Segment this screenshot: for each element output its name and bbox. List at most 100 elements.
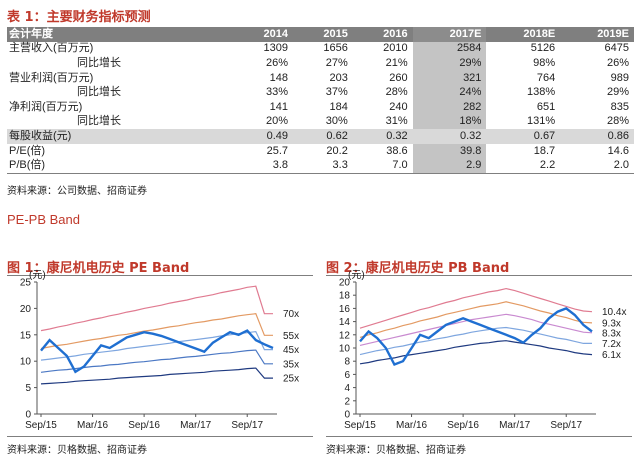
table-cell: 148 [269, 71, 288, 84]
y-tick-label: 8 [344, 357, 350, 368]
table-cell: 2.0 [560, 158, 634, 174]
table-cell: 321 [412, 70, 487, 86]
y-tick-label: 4 [344, 383, 350, 394]
x-tick-label: Sep/17 [231, 420, 263, 430]
y-tick-label: 6 [344, 370, 350, 381]
pb-chart-title: 图 2：康尼机电历史 PB Band [326, 261, 510, 276]
table-cell: 5126 [530, 42, 556, 55]
table-cell: 18% [412, 114, 487, 130]
table-cell: 0.32 [412, 129, 487, 144]
table-row: P/E(倍) 25.7 20.2 38.6 39.8 18.7 14.6 [7, 143, 634, 159]
table-cell: 0.67 [486, 129, 561, 144]
x-tick-label: Sep/17 [550, 420, 582, 430]
row-label: 同比增长 [77, 56, 121, 69]
pe-chart-source: 资料来源：贝格数据、招商证券 [7, 445, 147, 456]
band-label: 45x [283, 345, 299, 356]
table-cell: 141 [269, 100, 288, 113]
pe-chart-bottom-rule [7, 436, 313, 437]
row-label: 净利润(百万元) [9, 100, 83, 113]
table-cell: 282 [412, 99, 487, 115]
band-line [359, 287, 593, 329]
pe-chart-top-rule [7, 275, 313, 276]
table-cell: 20% [265, 115, 288, 128]
table-cell: 25.7 [266, 144, 288, 157]
financial-forecast-table: 会计年度 2014 2015 2016 2017E 2018E 2019E 主营收入(百万元)… [7, 27, 634, 174]
table-cell: 0.62 [293, 129, 353, 144]
y-tick-label: 0 [344, 410, 350, 421]
table-cell: 203 [329, 71, 348, 84]
price-line [359, 307, 593, 367]
table-cell: 989 [610, 71, 629, 84]
table-row: 营业利润(百万元) 148 203 260 321 764 989 [7, 70, 634, 86]
table-row: 同比增长 20% 30% 31% 18% 131% 28% [7, 114, 634, 130]
band-line [40, 349, 273, 373]
x-tick-label: Sep/15 [25, 420, 57, 430]
band-label: 7.2x [602, 339, 621, 350]
table-cell: 38.6 [386, 144, 408, 157]
table-cell: 26% [265, 56, 288, 69]
table-row: 同比增长 33% 37% 28% 24% 138% 29% [7, 85, 634, 100]
table-cell: 2584 [412, 41, 487, 57]
table-cell: 260 [389, 71, 408, 84]
table-cell: 20.2 [326, 144, 348, 157]
band-line [40, 367, 273, 385]
table-cell: 0.32 [352, 129, 413, 144]
table-cell: 7.0 [352, 158, 413, 174]
y-unit-label: (元) [29, 270, 46, 281]
band-line [359, 313, 593, 346]
table-cell: 28% [385, 86, 408, 99]
pb-chart-bottom-rule [326, 436, 632, 437]
y-tick-label: 18 [339, 291, 351, 302]
section-title: PE-PB Band [7, 212, 80, 227]
table-cell: 131% [527, 115, 556, 128]
table-header-cell: 会计年度 [7, 27, 234, 42]
table-cell: 26% [606, 56, 629, 69]
table-header-row: 会计年度 2014 2015 2016 2017E 2018E 2019E [7, 27, 634, 42]
band-label: 9.3x [602, 318, 621, 329]
table-cell: 0.49 [233, 129, 293, 144]
band-label: 25x [283, 374, 299, 385]
pe-band-chart: (元) 0 5 10 15 20 25 Sep/15 Mar/16 Sep/16 Mar/17 Sep… [7, 254, 313, 431]
table-cell: 33% [265, 86, 288, 99]
table-cell: 29% [412, 56, 487, 71]
band-line [359, 340, 593, 365]
y-tick-label: 14 [339, 317, 351, 328]
pe-band-svg: (元) 0 5 10 15 20 25 Sep/15 Mar/16 Sep/16 Mar/17 Sep… [20, 270, 299, 431]
band-label: 70x [283, 309, 299, 320]
table-cell: 3.3 [293, 158, 353, 174]
band-label: 8.3x [602, 328, 621, 339]
table-row: 每股收益(元) 0.49 0.62 0.32 0.32 0.67 0.86 [7, 129, 634, 144]
x-tick-label: Mar/16 [77, 420, 109, 430]
x-tick-label: Mar/16 [396, 420, 428, 430]
table-source: 资料来源：公司数据、招商证券 [7, 186, 147, 197]
pb-chart-top-rule [326, 275, 632, 276]
table-cell: 651 [536, 100, 556, 113]
table-cell: 21% [385, 56, 408, 69]
table-header-cell: 2017E [412, 27, 487, 42]
table-cell: 29% [606, 86, 629, 99]
table-cell: 138% [527, 86, 556, 99]
table-header-cell: 2018E [486, 27, 561, 42]
row-label: P/E(倍) [9, 144, 46, 157]
y-tick-label: 20 [20, 304, 32, 315]
row-label: 主营收入(百万元) [9, 42, 94, 55]
y-unit-label: (元) [348, 270, 365, 281]
band-line [40, 285, 273, 332]
table-cell: 1656 [323, 42, 348, 55]
table-cell: 2.2 [486, 158, 561, 174]
pe-chart-title: 图 1：康尼机电历史 PE Band [7, 261, 190, 276]
table-cell: 31% [385, 115, 408, 128]
table-cell: 18.7 [533, 144, 556, 157]
row-label: 每股收益(元) [7, 129, 234, 144]
pb-band-chart: (元) 0 2 4 6 8 10 12 14 16 18 20 Sep/15 Mar/16 Sep/16 Ma… [326, 254, 632, 431]
x-tick-label: Sep/16 [447, 420, 479, 430]
table-cell: 6475 [604, 42, 629, 55]
pb-band-svg: (元) 0 2 4 6 8 10 12 14 16 18 20 Sep/15 Mar/16 Sep/16 Ma… [339, 270, 627, 431]
table-header-cell: 2016 [352, 27, 413, 42]
y-tick-label: 15 [20, 330, 32, 341]
table-cell: 2.9 [412, 158, 487, 174]
table-header-cell: 2014 [233, 27, 293, 42]
y-tick-label: 12 [339, 330, 351, 341]
table-cell: 3.8 [233, 158, 293, 174]
pb-chart-source: 资料来源：贝格数据、招商证券 [326, 445, 466, 456]
